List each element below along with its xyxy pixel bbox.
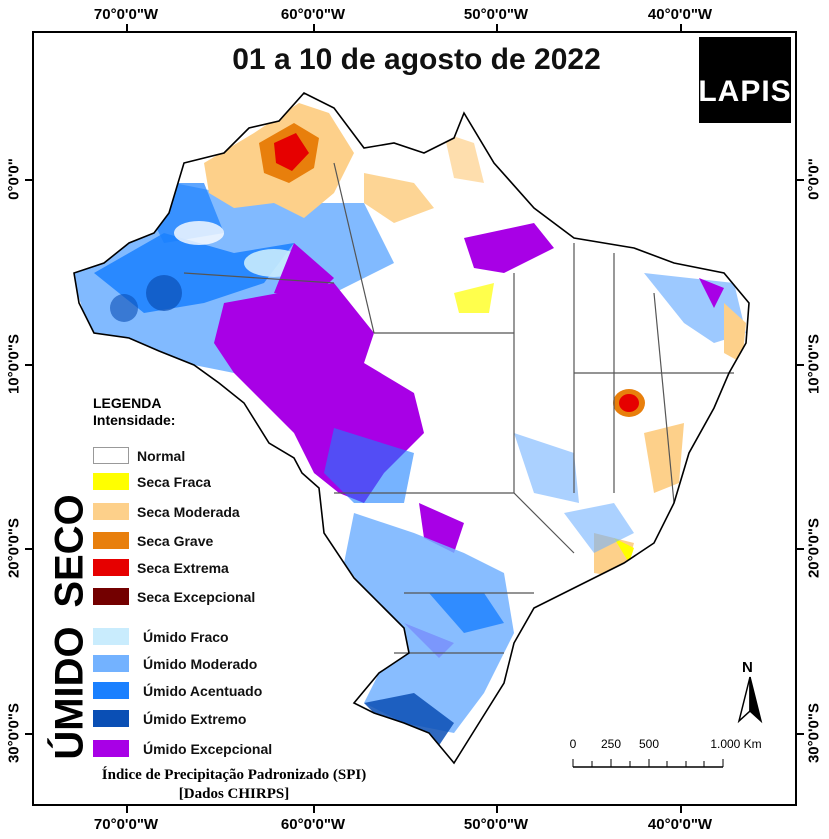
- longitude-label-top-70: 70°0'0"W: [93, 6, 159, 23]
- legend-group-label-wet: ÚMIDO: [47, 626, 92, 760]
- source-line-2: [Dados CHIRPS]: [178, 786, 290, 802]
- legend-swatch: [93, 710, 129, 727]
- legend-label: Úmido Excepcional: [143, 740, 273, 757]
- tick-mark: [25, 733, 32, 735]
- longitude-label-bottom-70: 70°0'0"W: [93, 816, 159, 833]
- legend-label: Seca Fraca: [137, 473, 211, 490]
- legend-item-dry: Seca Excepcional: [93, 588, 255, 605]
- legend-swatch: [93, 655, 129, 672]
- tick-mark: [496, 806, 498, 813]
- map-frame: 01 a 10 de agosto de 2022 LAPIS LEGENDA …: [32, 31, 797, 806]
- legend-swatch: [93, 628, 129, 645]
- legend-item-normal: Normal: [93, 447, 185, 464]
- tick-mark: [680, 24, 682, 31]
- longitude-label-bottom-40: 40°0'0"W: [647, 816, 713, 833]
- north-arrow-icon: [737, 676, 763, 724]
- legend-label: Úmido Acentuado: [143, 682, 263, 699]
- legend-label: Úmido Fraco: [143, 628, 229, 645]
- latitude-label-left-10: 10°0'0"S: [5, 333, 23, 395]
- tick-mark: [680, 806, 682, 813]
- legend-subheading: Intensidade:: [93, 412, 176, 428]
- latitude-label-right-0: 0°0'0": [805, 158, 823, 200]
- legend-swatch: [93, 588, 129, 605]
- tick-mark: [25, 548, 32, 550]
- logo-text: LAPIS: [698, 75, 792, 108]
- data-source-caption: Índice de Precipitação Padronizado (SPI)…: [74, 766, 394, 804]
- legend-label: Úmido Moderado: [143, 655, 258, 672]
- scale-label: 0: [569, 737, 577, 751]
- legend-item-wet: Úmido Excepcional: [93, 740, 272, 757]
- latitude-label-right-10: 10°0'0"S: [805, 333, 823, 395]
- legend-label: Úmido Extremo: [143, 710, 247, 727]
- tick-mark: [797, 179, 804, 181]
- longitude-label-bottom-50: 50°0'0"W: [463, 816, 529, 833]
- tick-mark: [797, 733, 804, 735]
- legend-group-label-dry: SECO: [47, 494, 92, 608]
- legend-swatch: [93, 559, 129, 576]
- scale-bar: [572, 759, 724, 768]
- brazil-spi-map: [73, 92, 750, 765]
- scale-label: 500: [638, 737, 660, 751]
- source-line-1: Índice de Precipitação Padronizado (SPI): [101, 767, 367, 783]
- map-title: 01 a 10 de agosto de 2022: [232, 43, 601, 76]
- legend-label: Seca Extrema: [137, 559, 229, 576]
- legend-label: Seca Grave: [137, 532, 214, 549]
- scale-label: 1.000 Km: [710, 737, 762, 751]
- legend-item-dry: Seca Extrema: [93, 559, 229, 576]
- longitude-label-top-50: 50°0'0"W: [463, 6, 529, 23]
- tick-mark: [313, 806, 315, 813]
- latitude-label-left-20: 20°0'0"S: [5, 517, 23, 579]
- legend-heading: LEGENDA: [93, 395, 162, 411]
- latitude-label-left-30: 30°0'0"S: [5, 702, 23, 764]
- legend-item-wet: Úmido Acentuado: [93, 682, 262, 699]
- legend-item-dry: Seca Moderada: [93, 503, 240, 520]
- legend-item-dry: Seca Fraca: [93, 473, 211, 490]
- scale-label: 250: [600, 737, 622, 751]
- tick-mark: [126, 806, 128, 813]
- tick-mark: [313, 24, 315, 31]
- legend-label: Normal: [137, 447, 186, 464]
- longitude-label-bottom-60: 60°0'0"W: [280, 816, 346, 833]
- legend-swatch: [93, 447, 129, 464]
- legend-swatch: [93, 473, 129, 490]
- legend-item-wet: Úmido Extremo: [93, 710, 246, 727]
- tick-mark: [25, 179, 32, 181]
- latitude-label-right-20: 20°0'0"S: [805, 517, 823, 579]
- tick-mark: [25, 364, 32, 366]
- legend-swatch: [93, 503, 129, 520]
- legend-item-dry: Seca Grave: [93, 532, 213, 549]
- legend-item-wet: Úmido Fraco: [93, 628, 229, 645]
- legend-swatch: [93, 682, 129, 699]
- latitude-label-right-30: 30°0'0"S: [805, 702, 823, 764]
- legend-label: Seca Excepcional: [137, 588, 256, 605]
- legend-swatch: [93, 532, 129, 549]
- legend-swatch: [93, 740, 129, 757]
- legend-label: Seca Moderada: [137, 503, 240, 520]
- latitude-label-left-0: 0°0'0": [5, 158, 23, 200]
- tick-mark: [496, 24, 498, 31]
- longitude-label-top-40: 40°0'0"W: [647, 6, 713, 23]
- tick-mark: [126, 24, 128, 31]
- lapis-logo: LAPIS: [698, 37, 792, 123]
- tick-mark: [797, 548, 804, 550]
- north-label: N: [742, 659, 753, 676]
- tick-mark: [797, 364, 804, 366]
- longitude-label-top-60: 60°0'0"W: [280, 6, 346, 23]
- legend-item-wet: Úmido Moderado: [93, 655, 257, 672]
